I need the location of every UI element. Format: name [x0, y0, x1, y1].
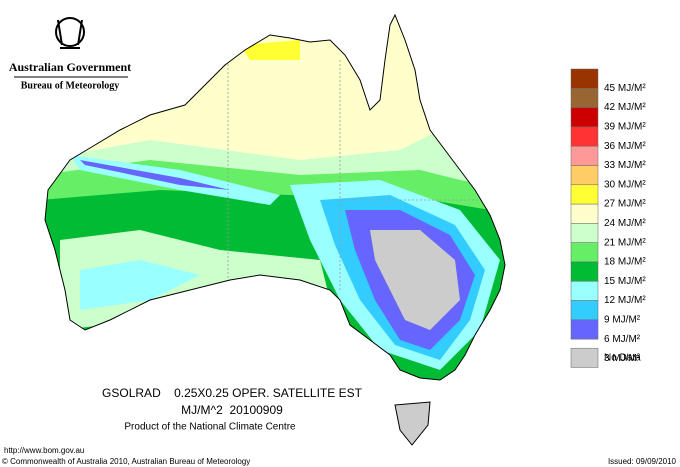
header-subtitle: Bureau of Meteorology [21, 80, 120, 91]
legend-label: 12 MJ/M² [604, 295, 646, 306]
footer-issued: Issued: 09/09/2010 [608, 457, 677, 466]
coastline [44, 13, 506, 381]
legend-swatch [570, 203, 599, 224]
legend-swatch [570, 281, 599, 301]
legend-swatch [570, 319, 599, 340]
legend-label: 9 MJ/M² [604, 315, 641, 326]
no-data-swatch [570, 347, 599, 368]
legend-label: 36 MJ/M² [604, 141, 646, 152]
legend-swatch [570, 242, 599, 263]
legend-label: 21 MJ/M² [604, 237, 646, 248]
legend-swatch [570, 223, 599, 243]
legend-label: 39 MJ/M² [604, 122, 646, 133]
legend-swatch [570, 184, 599, 205]
legend-swatch [570, 68, 599, 89]
caption-line: GSOLRAD 0.25X0.25 OPER. SATELLITE EST [102, 386, 363, 400]
legend-swatch [570, 261, 599, 282]
legend-label: 15 MJ/M² [604, 276, 646, 287]
crest [55, 17, 85, 49]
legend-label: No Data [604, 352, 641, 363]
legend-label: 30 MJ/M² [604, 179, 646, 190]
legend-label: 33 MJ/M² [604, 160, 646, 171]
legend-label: 42 MJ/M² [604, 102, 646, 113]
legend-swatch [570, 300, 599, 321]
footer-url: http://www.bom.gov.au [4, 446, 84, 455]
legend-swatch [570, 88, 599, 108]
legend-swatch [570, 126, 599, 147]
legend-label: 24 MJ/M² [604, 218, 646, 229]
tasmania [394, 401, 431, 446]
legend-swatch [570, 107, 599, 128]
caption-line: MJ/M^2 20100909 [181, 403, 283, 417]
legend-label: 18 MJ/M² [604, 257, 646, 268]
footer-copyright: © Commonwealth of Australia 2010, Austra… [2, 457, 250, 466]
legend-label: 6 MJ/M² [604, 334, 641, 345]
legend-swatch [570, 145, 599, 166]
legend-label: 27 MJ/M² [604, 199, 646, 210]
caption-line: Product of the National Climate Centre [124, 422, 296, 433]
legend-label: 3 MJ/M² [604, 353, 641, 364]
legend-swatch [570, 165, 599, 186]
header-title: Australian Government [9, 60, 131, 74]
legend: 45 MJ/M² 42 MJ/M² 39 MJ/M² 36 MJ/M² 33 MJ/M²… [570, 68, 646, 368]
legend-label: 45 MJ/M² [604, 83, 646, 94]
